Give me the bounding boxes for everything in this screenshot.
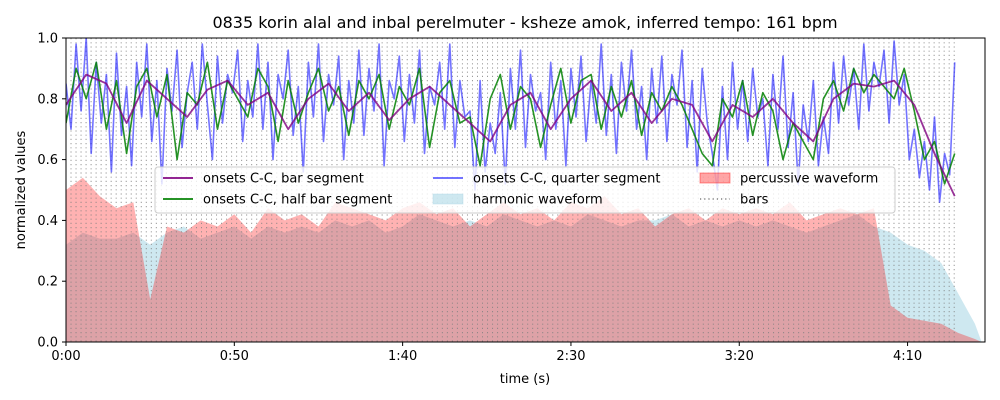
chart-legend: onsets C-C, bar segment onsets C-C, half … bbox=[154, 166, 896, 214]
legend-label: percussive waveform bbox=[740, 172, 878, 187]
y-tick-label: 0.0 bbox=[37, 336, 58, 351]
percussive-waveform-area bbox=[66, 177, 982, 342]
harmonic-waveform-area bbox=[66, 214, 982, 342]
x-tick-label: 1:40 bbox=[388, 349, 417, 364]
series-line-quarter-segment bbox=[66, 38, 956, 203]
legend-label: onsets C-C, half bar segment bbox=[203, 193, 392, 208]
chart-title: 0835 korin alal and inbal perelmuter - k… bbox=[212, 13, 837, 32]
x-tick-label: 0:50 bbox=[220, 349, 249, 364]
plot-frame bbox=[65, 37, 986, 343]
legend-label: bars bbox=[740, 193, 769, 208]
series-line-half-bar-segment bbox=[66, 61, 956, 185]
x-axis-label: time (s) bbox=[500, 372, 550, 387]
y-tick-label: 0.8 bbox=[37, 92, 58, 107]
y-axis-label: normalized values bbox=[14, 130, 29, 249]
y-axis-ticks: 0.0 0.2 0.4 0.6 0.8 1.0 bbox=[37, 32, 66, 351]
x-tick-label: 0:00 bbox=[51, 349, 80, 364]
y-tick-label: 0.6 bbox=[37, 153, 58, 168]
y-tick-label: 0.4 bbox=[37, 214, 58, 229]
legend-label: onsets C-C, quarter segment bbox=[473, 172, 660, 187]
x-axis-ticks: 0:00 0:50 1:40 2:30 3:20 4:10 bbox=[51, 342, 922, 364]
x-tick-label: 3:20 bbox=[725, 349, 754, 364]
x-tick-label: 2:30 bbox=[556, 349, 585, 364]
x-tick-label: 4:10 bbox=[893, 349, 922, 364]
legend-swatch-harmonic bbox=[432, 193, 464, 205]
series-line-bar-segment bbox=[66, 73, 956, 197]
legend-swatch-percussive bbox=[699, 172, 731, 184]
legend-box bbox=[154, 166, 896, 214]
legend-label: onsets C-C, bar segment bbox=[203, 172, 364, 187]
y-tick-label: 1.0 bbox=[37, 32, 58, 47]
legend-label: harmonic waveform bbox=[473, 193, 603, 208]
y-tick-label: 0.2 bbox=[37, 275, 58, 290]
